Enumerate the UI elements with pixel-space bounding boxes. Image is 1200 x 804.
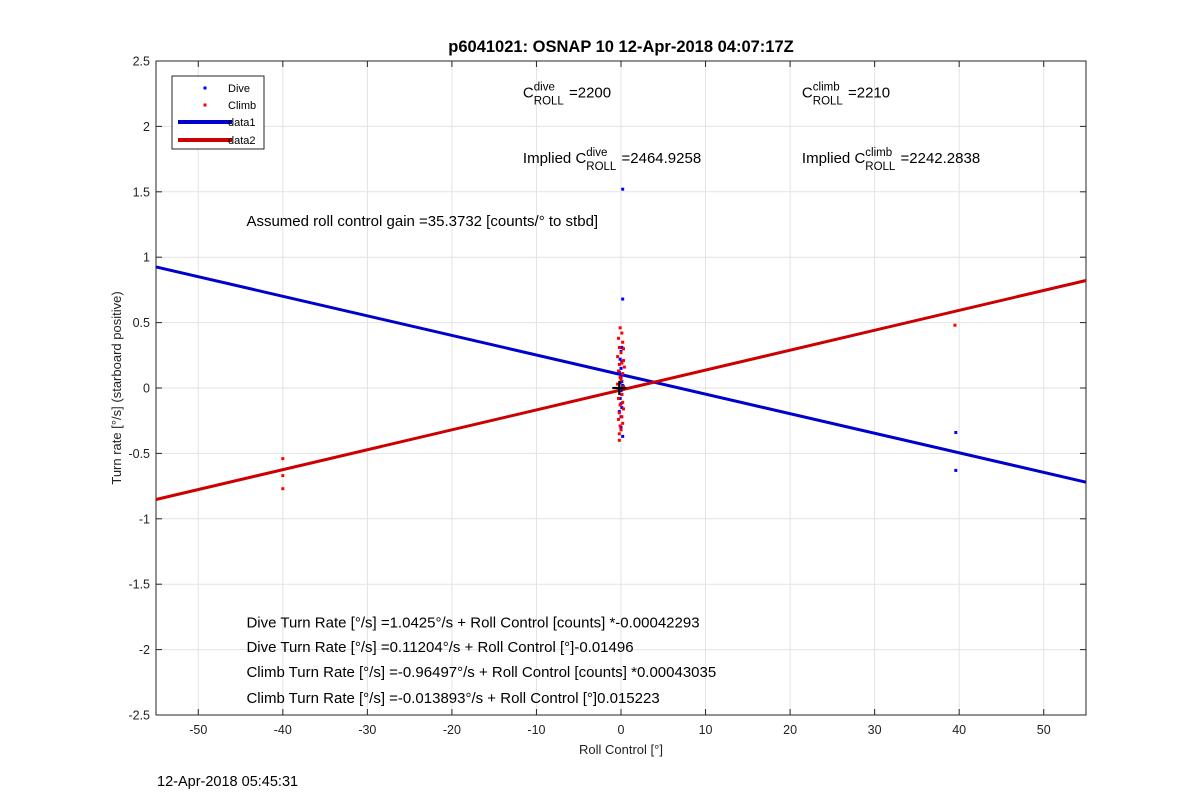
- y-tick-label: -0.5: [128, 447, 150, 461]
- point-dive: [618, 396, 622, 400]
- x-axis-label: Roll Control [°]: [579, 742, 663, 757]
- point-climb: [953, 323, 957, 327]
- x-tick-label: -40: [274, 723, 292, 737]
- origin-marker: [612, 381, 627, 395]
- point-climb: [281, 457, 285, 461]
- y-tick-label: 2: [143, 120, 150, 134]
- point-dive: [621, 187, 625, 191]
- point-climb: [618, 326, 622, 330]
- y-tick-label: 2.5: [133, 55, 150, 69]
- point-dive: [620, 345, 624, 349]
- point-climb: [618, 376, 622, 380]
- x-tick-label: 30: [868, 723, 882, 737]
- legend-box: [171, 75, 265, 150]
- x-tick-label: 20: [783, 723, 797, 737]
- point-dive: [619, 366, 623, 370]
- point-climb: [622, 365, 626, 369]
- point-climb: [617, 432, 621, 436]
- x-tick-label: 10: [699, 723, 713, 737]
- point-climb: [619, 351, 623, 355]
- annotations: Cdive ROLL =2200 Cclimb ROLL =2210 Implied C…: [246, 82, 980, 708]
- point-climb: [616, 396, 620, 400]
- point-climb: [620, 393, 624, 397]
- y-tick-label: -2.5: [128, 709, 150, 723]
- point-dive: [621, 297, 625, 301]
- axis-ticks: -50 -40 -30 -20 -10 0 10 20 30 40 50-2.5-2-1.5-1-0…: [128, 55, 1086, 737]
- chart-title: p6041021: OSNAP 10 12-Apr-2018 04:07:17Z: [448, 38, 793, 56]
- point-dive: [620, 406, 624, 410]
- point-climb: [618, 403, 622, 407]
- point-climb: [620, 361, 624, 365]
- point-climb: [616, 382, 620, 386]
- legend: Dive Climb data1 data2: [171, 75, 265, 150]
- y-tick-label: 1.5: [133, 185, 150, 199]
- point-climb: [618, 424, 622, 428]
- point-climb: [617, 345, 621, 349]
- y-tick-label: -1: [139, 512, 150, 526]
- legend-label: data2: [228, 135, 256, 147]
- y-tick-label: -2: [139, 643, 150, 657]
- equation-note: Climb Turn Rate [°/s] =-0.96497°/s + Rol…: [246, 664, 716, 681]
- point-climb: [622, 385, 626, 389]
- point-climb: [617, 438, 621, 442]
- point-climb: [622, 407, 626, 411]
- point-climb: [616, 355, 620, 359]
- point-climb: [616, 369, 620, 373]
- point-climb: [619, 428, 623, 432]
- point-climb: [622, 359, 626, 363]
- y-tick-label: 0.5: [133, 316, 150, 330]
- x-tick-label: -20: [443, 723, 461, 737]
- point-climb: [620, 415, 624, 419]
- legend-swatch-dive: [203, 86, 207, 90]
- legend-label: Climb: [228, 100, 256, 112]
- y-tick-label: 1: [143, 251, 150, 265]
- x-tick-label: -50: [189, 723, 207, 737]
- x-tick-label: 0: [618, 723, 625, 737]
- equation-note: Dive Turn Rate [°/s] =1.0425°/s + Roll C…: [246, 614, 699, 631]
- y-tick-label: 0: [143, 382, 150, 396]
- annotation-c-roll: Implied Cclimb ROLL =2242.2838: [802, 147, 980, 173]
- x-tick-label: 50: [1037, 723, 1051, 737]
- legend-swatch-climb: [203, 103, 207, 107]
- point-climb: [622, 347, 626, 351]
- point-climb: [617, 362, 621, 366]
- legend-label: data1: [228, 117, 256, 129]
- y-tick-label: -1.5: [128, 578, 150, 592]
- equation-note: Dive Turn Rate [°/s] =0.11204°/s + Roll …: [246, 639, 633, 656]
- point-climb: [617, 411, 621, 415]
- annotation-c-roll: Cclimb ROLL =2210: [802, 82, 890, 108]
- point-climb: [620, 331, 624, 335]
- x-tick-label: -10: [527, 723, 545, 737]
- point-climb: [619, 378, 623, 382]
- equation-note: Climb Turn Rate [°/s] =-0.013893°/s + Ro…: [246, 690, 659, 707]
- point-climb: [621, 372, 625, 376]
- annotation-c-roll: Cdive ROLL =2200: [523, 82, 611, 108]
- point-dive: [954, 468, 958, 472]
- y-axis-label: Turn rate [°/s] (starboard positive): [109, 291, 124, 484]
- equation-note: Assumed roll control gain =35.3732 [coun…: [246, 213, 598, 230]
- point-climb: [281, 487, 285, 491]
- point-climb: [621, 340, 625, 344]
- point-climb: [621, 421, 625, 425]
- point-dive: [621, 434, 625, 438]
- legend-label: Dive: [228, 83, 250, 95]
- point-dive: [619, 389, 623, 393]
- point-climb: [616, 417, 620, 421]
- x-tick-label: -30: [358, 723, 376, 737]
- point-climb: [281, 474, 285, 478]
- x-tick-label: 40: [952, 723, 966, 737]
- scatter-points: [281, 187, 958, 491]
- point-dive: [618, 357, 622, 361]
- point-dive: [954, 430, 958, 434]
- timestamp-footer: 12-Apr-2018 05:45:31: [157, 774, 298, 790]
- annotation-c-roll: Implied Cdive ROLL =2464.9258: [523, 147, 701, 173]
- point-climb: [616, 336, 620, 340]
- point-climb: [621, 400, 625, 404]
